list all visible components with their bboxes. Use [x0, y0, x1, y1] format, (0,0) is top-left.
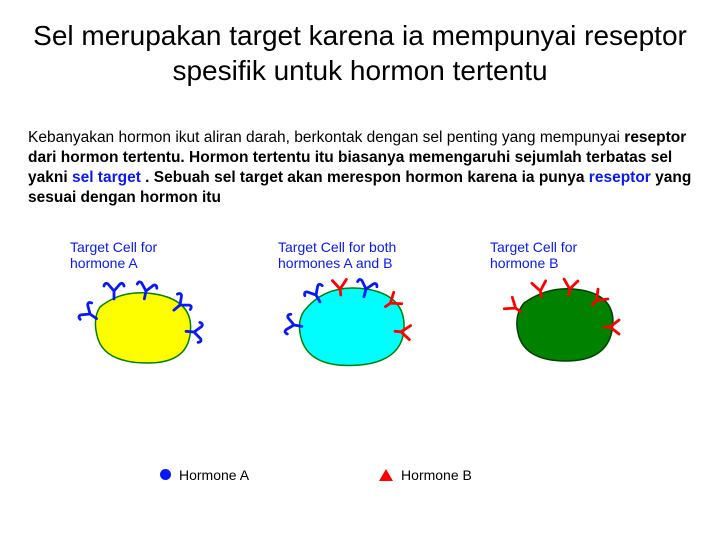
- cell-block-ab: Target Cell for both hormones A and B: [278, 239, 458, 382]
- legend-item-a: Hormone A: [160, 467, 249, 483]
- caption-line2: hormones A and B: [278, 255, 392, 271]
- legend-label-b: Hormone B: [401, 467, 472, 483]
- slide: Sel merupakan target karena ia mempunyai…: [0, 0, 720, 540]
- caption-line2: hormone B: [490, 255, 558, 271]
- cell-block-b: Target Cell for hormone B: [490, 239, 670, 382]
- para-emph1: sel target: [72, 169, 141, 186]
- para-emph2: reseptor: [589, 169, 651, 186]
- diagram-area: Target Cell for hormone A Target Cell fo…: [30, 239, 690, 489]
- para-part1: Kebanyakan hormon ikut aliran darah, ber…: [28, 129, 624, 146]
- cell-caption: Target Cell for hormone B: [490, 239, 670, 271]
- caption-line1: Target Cell for both: [278, 239, 396, 255]
- cell-block-a: Target Cell for hormone A: [70, 239, 250, 382]
- caption-line1: Target Cell for: [490, 239, 577, 255]
- slide-title: Sel merupakan target karena ia mempunyai…: [28, 18, 692, 88]
- cell-caption: Target Cell for both hormones A and B: [278, 239, 458, 271]
- cell-caption: Target Cell for hormone A: [70, 239, 250, 271]
- para-bold2: . Sebuah sel target akan merespon hormon…: [141, 169, 589, 186]
- cell-svg-b: [490, 277, 640, 382]
- cell-svg-ab: [278, 277, 428, 382]
- body-paragraph: Kebanyakan hormon ikut aliran darah, ber…: [28, 128, 692, 209]
- hormone-a-dot-icon: [160, 469, 171, 480]
- legend-label-a: Hormone A: [179, 467, 249, 483]
- legend: Hormone A Hormone B: [30, 467, 720, 483]
- caption-line2: hormone A: [70, 255, 138, 271]
- legend-item-b: Hormone B: [379, 467, 472, 483]
- hormone-b-triangle-icon: [379, 469, 393, 481]
- cell-svg-a: [70, 277, 220, 382]
- caption-line1: Target Cell for: [70, 239, 157, 255]
